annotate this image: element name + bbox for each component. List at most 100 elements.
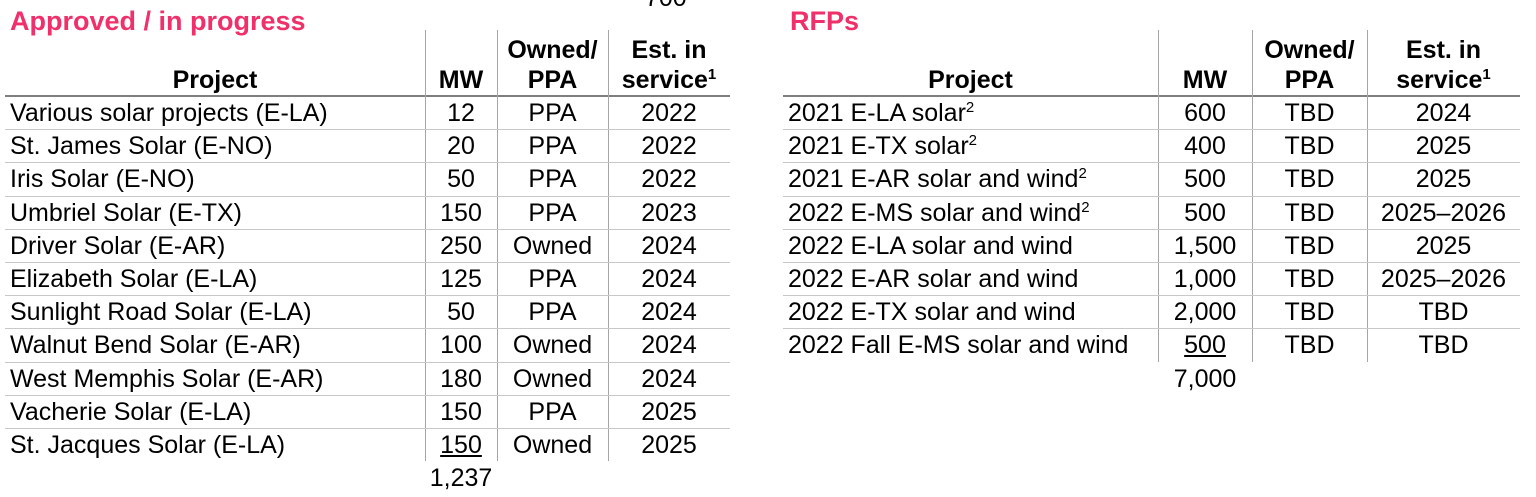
mw-cell: 250 xyxy=(440,231,482,260)
project-cell: St. Jacques Solar (E-LA) xyxy=(10,430,285,460)
project-cell: 2022 E-TX solar and wind xyxy=(788,297,1076,327)
in-service-cell: 2024 xyxy=(641,265,697,293)
footnote-mark: 2 xyxy=(965,99,975,116)
ownership-cell: TBD xyxy=(1284,165,1335,194)
ownership-cell: TBD xyxy=(1284,99,1335,127)
footnote-mark: 2 xyxy=(968,132,977,150)
project-name: 2022 E-AR solar and wind xyxy=(788,265,1079,293)
footnote-mark: 2 xyxy=(1078,165,1087,183)
project-name: St. James Solar (E-NO) xyxy=(10,132,273,161)
project-cell: Walnut Bend Solar (E-AR) xyxy=(10,330,301,360)
mw-cell: 500 xyxy=(1184,165,1226,194)
ownership-cell: PPA xyxy=(528,397,577,426)
column-header: MW xyxy=(1158,65,1252,95)
project-cell: Sunlight Road Solar (E-LA) xyxy=(10,297,312,327)
mw-cell: 125 xyxy=(440,265,482,293)
row-rule xyxy=(783,262,1520,263)
header-rule xyxy=(783,95,1520,97)
mw-cell: 20 xyxy=(447,132,475,161)
project-name: Walnut Bend Solar (E-AR) xyxy=(10,331,301,360)
header-text: Est. in service xyxy=(621,36,708,94)
ownership-cell: PPA xyxy=(528,99,577,127)
header-text: Project xyxy=(928,66,1013,94)
mw-cell: 150 xyxy=(440,397,482,426)
ownership-cell: PPA xyxy=(528,132,577,161)
column-header: Est. in service1 xyxy=(608,35,730,95)
row-rule xyxy=(783,129,1520,131)
ownership-cell: TBD xyxy=(1284,265,1335,293)
project-name: Sunlight Road Solar (E-LA) xyxy=(10,298,312,327)
project-cell: West Memphis Solar (E-AR) xyxy=(10,364,324,394)
ownership-cell: PPA xyxy=(528,198,577,227)
in-service-cell: 2022 xyxy=(641,99,697,127)
project-cell: Umbriel Solar (E-TX) xyxy=(10,198,242,228)
row-rule xyxy=(5,129,730,131)
column-rule xyxy=(497,30,498,462)
header-text: MW xyxy=(438,66,484,94)
project-cell: Elizabeth Solar (E-LA) xyxy=(10,264,257,294)
row-rule xyxy=(5,262,730,263)
row-rule xyxy=(5,295,730,297)
project-cell: Driver Solar (E-AR) xyxy=(10,231,225,261)
project-name: Various solar projects (E-LA) xyxy=(10,99,328,127)
header-rule xyxy=(5,95,730,97)
project-cell: 2022 Fall E-MS solar and wind xyxy=(788,330,1128,360)
in-service-cell: 2025 xyxy=(1415,231,1472,260)
project-cell: Iris Solar (E-NO) xyxy=(10,164,195,194)
row-rule xyxy=(5,394,730,396)
project-cell: 2021 E-LA solar2 xyxy=(788,98,974,128)
project-name: 2022 E-MS solar and wind xyxy=(788,198,1082,227)
footnote-mark: 2 xyxy=(1081,198,1090,216)
row-rule xyxy=(5,162,730,164)
column-rule xyxy=(608,30,609,462)
row-rule xyxy=(783,328,1520,330)
row-rule xyxy=(5,195,730,197)
header-text: Owned/ PPA xyxy=(1264,36,1355,94)
row-rule xyxy=(5,361,730,363)
row-rule xyxy=(783,195,1520,197)
in-service-cell: 2022 xyxy=(641,132,697,161)
in-service-cell: TBD xyxy=(1418,298,1469,327)
row-rule xyxy=(5,328,730,330)
mw-cell: 500 xyxy=(1184,198,1226,227)
footnote-mark: 1 xyxy=(707,66,717,83)
header-text: Project xyxy=(172,66,258,94)
row-rule xyxy=(783,295,1520,297)
project-name: Iris Solar (E-NO) xyxy=(10,165,195,194)
ownership-cell: Owned xyxy=(512,364,593,393)
header-text: MW xyxy=(1182,66,1228,94)
mw-cell: 100 xyxy=(440,331,482,360)
project-cell: 2021 E-AR solar and wind2 xyxy=(788,164,1087,194)
mw-cell: 600 xyxy=(1184,99,1226,127)
row-rule xyxy=(5,228,730,230)
mw-cell: 180 xyxy=(440,364,482,393)
project-name: Driver Solar (E-AR) xyxy=(10,231,226,260)
mw-cell: 50 xyxy=(447,298,475,327)
in-service-cell: 2025–2026 xyxy=(1380,198,1507,227)
column-header: Owned/ PPA xyxy=(1252,35,1367,95)
in-service-cell: 2025 xyxy=(641,431,697,459)
project-name: 2022 E-TX solar and wind xyxy=(788,298,1076,327)
ownership-cell: TBD xyxy=(1284,298,1335,327)
project-name: Umbriel Solar (E-TX) xyxy=(10,198,242,227)
in-service-cell: 2022 xyxy=(641,165,697,194)
project-name: 2021 E-LA solar xyxy=(788,99,966,127)
project-name: West Memphis Solar (E-AR) xyxy=(10,364,324,393)
mw-cell: 500 xyxy=(1184,331,1226,360)
in-service-cell: 2024 xyxy=(641,298,697,327)
row-rule xyxy=(783,228,1520,230)
mw-cell: 400 xyxy=(1184,132,1226,161)
project-name: Vacherie Solar (E-LA) xyxy=(10,397,252,426)
mw-cell: 12 xyxy=(447,99,475,127)
table-title: Approved / in progress xyxy=(10,6,306,36)
clipped-number: 700 xyxy=(645,0,687,13)
project-name: 2021 E-TX solar xyxy=(788,132,969,161)
project-name: St. Jacques Solar (E-LA) xyxy=(10,431,286,459)
in-service-cell: 2024 xyxy=(1415,99,1472,127)
column-header: Project xyxy=(5,65,425,95)
mw-cell: 50 xyxy=(447,165,475,194)
column-header: Project xyxy=(783,65,1158,95)
project-cell: Various solar projects (E-LA) xyxy=(10,98,328,128)
ownership-cell: TBD xyxy=(1284,331,1335,360)
